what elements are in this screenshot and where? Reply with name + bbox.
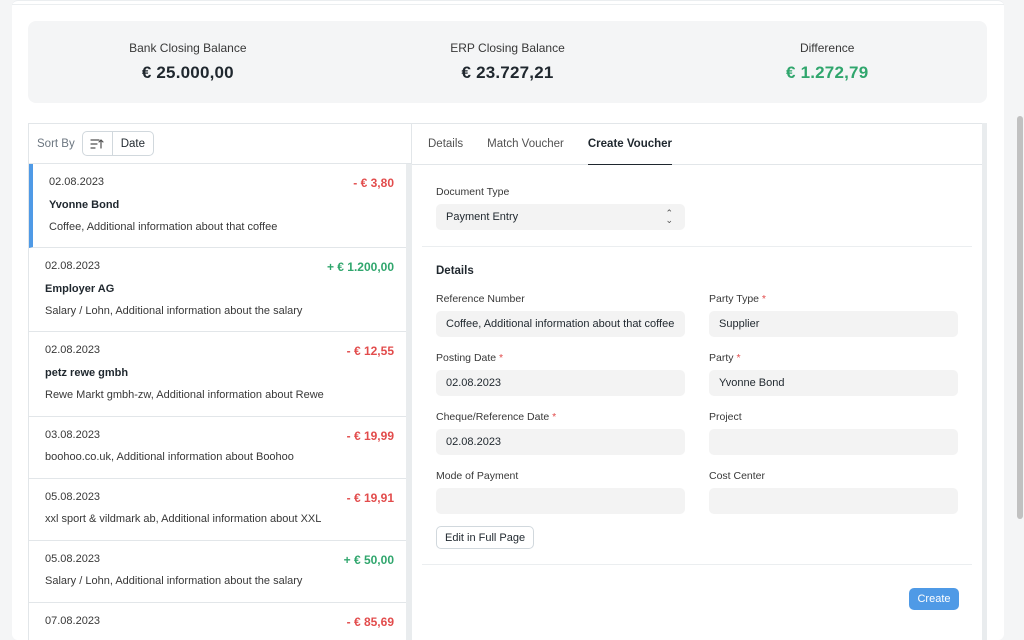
transaction-item[interactable]: 05.08.2023 - € 19,91 xxl sport & vildmar…	[29, 479, 411, 541]
party-type-field[interactable]: Supplier	[709, 311, 958, 337]
party-type-label: Party Type *	[709, 293, 767, 305]
transaction-amount: - € 12,55	[346, 344, 394, 358]
document-type-group: Document Type Payment Entry ⌃ ⌄	[436, 186, 685, 230]
divider	[12, 4, 1004, 5]
transaction-date: 02.08.2023	[49, 176, 105, 188]
party-group: Party * Yvonne Bond	[709, 352, 958, 396]
transaction-item[interactable]: 03.08.2023 - € 19,99 boohoo.co.uk, Addit…	[29, 417, 411, 479]
transaction-amount: - € 85,69	[346, 615, 394, 629]
transaction-amount: + € 50,00	[343, 553, 394, 567]
transaction-date: 05.08.2023	[45, 553, 101, 565]
cheque-date-label: Cheque/Reference Date *	[436, 411, 557, 423]
transaction-date: 07.08.2023	[45, 615, 101, 627]
project-field[interactable]	[709, 429, 958, 455]
difference-label: Difference	[799, 41, 855, 55]
reference-number-field[interactable]: Coffee, Additional information about tha…	[436, 311, 685, 337]
transaction-amount: - € 19,91	[346, 491, 394, 505]
details-section: Details Reference Number Coffee, Additio…	[422, 247, 972, 565]
party-label: Party *	[709, 352, 741, 364]
erp-closing-balance-value: € 23.727,21	[461, 63, 554, 82]
document-type-label: Document Type	[436, 186, 510, 198]
transaction-party: Yvonne Bond	[49, 199, 120, 211]
balance-summary: Bank Closing Balance € 25.000,00 ERP Clo…	[28, 21, 987, 103]
mode-of-payment-label: Mode of Payment	[436, 470, 519, 482]
difference-value: € 1.272,79	[786, 63, 869, 82]
transaction-description: Rewe Markt gmbh-zw, Additional informati…	[45, 389, 324, 401]
transaction-date: 02.08.2023	[45, 344, 101, 356]
details-section-title: Details	[436, 265, 474, 277]
voucher-tabs: Details Match Voucher Create Voucher	[412, 124, 982, 165]
transaction-amount: - € 3,80	[353, 176, 394, 190]
project-group: Project	[709, 411, 958, 455]
create-button[interactable]: Create	[909, 588, 959, 610]
transaction-item[interactable]: 02.08.2023 - € 3,80 Yvonne Bond Coffee, …	[29, 164, 411, 248]
mode-of-payment-group: Mode of Payment	[436, 470, 685, 514]
cost-center-label: Cost Center	[709, 470, 766, 482]
posting-date-group: Posting Date * 02.08.2023	[436, 352, 685, 396]
sort-bar: Sort By Date	[29, 124, 411, 164]
transaction-item[interactable]: 02.08.2023 - € 12,55 petz rewe gmbh Rewe…	[29, 332, 411, 417]
tab-match-voucher[interactable]: Match Voucher	[487, 138, 564, 150]
transaction-amount: - € 19,99	[346, 429, 394, 443]
sort-field-button[interactable]: Date	[120, 137, 146, 150]
tab-create-voucher[interactable]: Create Voucher	[587, 124, 673, 165]
edit-in-full-page-button[interactable]: Edit in Full Page	[436, 526, 535, 549]
posting-date-label: Posting Date *	[436, 352, 504, 364]
transaction-description: Salary / Lohn, Additional information ab…	[45, 305, 303, 317]
document-type-select[interactable]: Payment Entry ⌃ ⌄	[436, 204, 685, 230]
cheque-date-group: Cheque/Reference Date * 02.08.2023	[436, 411, 685, 455]
transaction-description: xxl sport & vildmark ab, Additional info…	[45, 513, 322, 525]
page-scrollbar[interactable]	[1016, 0, 1024, 640]
bank-closing-balance-label: Bank Closing Balance	[129, 41, 247, 55]
detail-scrollbar[interactable]	[982, 123, 987, 640]
transaction-party: Employer AG	[45, 283, 115, 295]
transaction-description: boohoo.co.uk, Additional information abo…	[45, 451, 294, 463]
sort-ascending-icon[interactable]	[83, 132, 113, 155]
transaction-date: 05.08.2023	[45, 491, 101, 503]
transaction-item[interactable]: 02.08.2023 + € 1.200,00 Employer AG Sala…	[29, 248, 411, 332]
reference-number-label: Reference Number	[436, 293, 525, 305]
page-scrollbar-thumb[interactable]	[1017, 116, 1023, 519]
transaction-amount: + € 1.200,00	[326, 260, 394, 274]
bank-closing-balance-value: € 25.000,00	[141, 63, 234, 82]
transaction-date: 02.08.2023	[45, 260, 101, 272]
transaction-description: Salary / Lohn, Additional information ab…	[45, 575, 303, 587]
project-label: Project	[709, 411, 742, 423]
reference-number-group: Reference Number Coffee, Additional info…	[436, 293, 685, 337]
document-type-section: Document Type Payment Entry ⌃ ⌄	[422, 165, 972, 247]
transaction-item[interactable]: 05.08.2023 + € 50,00 Salary / Lohn, Addi…	[29, 541, 411, 603]
transaction-party: petz rewe gmbh	[45, 367, 129, 379]
transaction-list-pane: Sort By Date 02.08.2023 - € 3,80 Yvonne …	[28, 123, 412, 640]
erp-closing-balance-label: ERP Closing Balance	[450, 41, 565, 55]
sort-by-label: Sort By	[37, 137, 75, 150]
select-arrows-icon: ⌃ ⌄	[665, 208, 673, 225]
sort-control: Date	[81, 131, 155, 156]
erp-closing-balance: ERP Closing Balance € 23.727,21	[348, 21, 668, 103]
cheque-date-field[interactable]: 02.08.2023	[436, 429, 685, 455]
transaction-description: Coffee, Additional information about tha…	[49, 221, 278, 233]
list-scrollbar[interactable]	[406, 164, 412, 640]
transaction-date: 03.08.2023	[45, 429, 101, 441]
party-field[interactable]: Yvonne Bond	[709, 370, 958, 396]
difference: Difference € 1.272,79	[667, 21, 987, 103]
cost-center-field[interactable]	[709, 488, 958, 514]
party-type-group: Party Type * Supplier	[709, 293, 958, 337]
cost-center-group: Cost Center	[709, 470, 958, 514]
document-type-value: Payment Entry	[446, 211, 519, 223]
bank-closing-balance: Bank Closing Balance € 25.000,00	[28, 21, 348, 103]
voucher-detail-pane: Details Match Voucher Create Voucher Doc…	[412, 123, 982, 640]
tab-details[interactable]: Details	[428, 138, 464, 150]
transaction-item[interactable]: 07.08.2023 - € 85,69	[29, 603, 411, 640]
mode-of-payment-field[interactable]	[436, 488, 685, 514]
posting-date-field[interactable]: 02.08.2023	[436, 370, 685, 396]
